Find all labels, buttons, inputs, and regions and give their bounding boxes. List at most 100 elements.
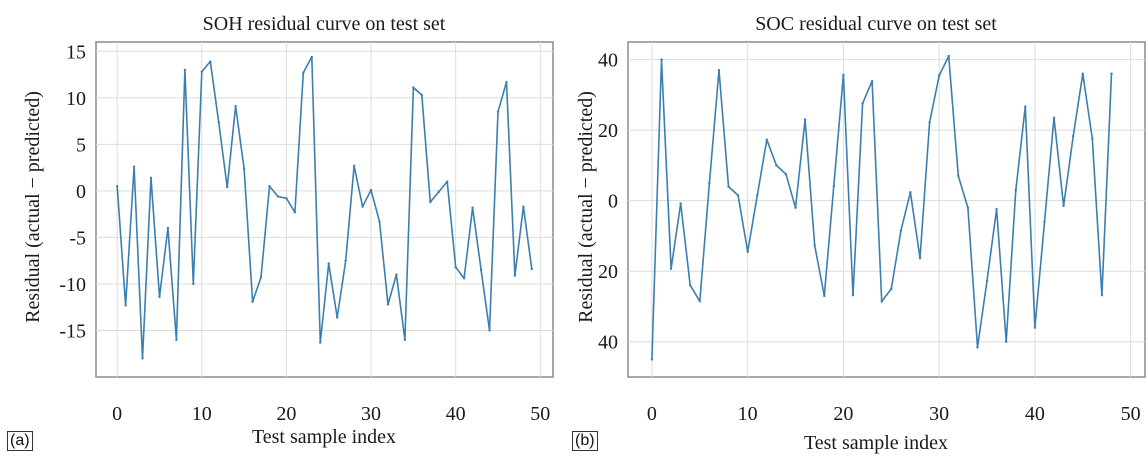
- y-tick-label: -5: [69, 227, 86, 249]
- chart-title: SOH residual curve on test set: [203, 13, 446, 35]
- data-point: [1043, 220, 1046, 224]
- data-point: [698, 299, 702, 303]
- data-point: [918, 256, 922, 260]
- data-point: [225, 185, 229, 189]
- data-point: [851, 293, 855, 297]
- data-point: [937, 74, 941, 77]
- data-point: [268, 185, 271, 188]
- data-point: [209, 60, 212, 63]
- soh-residual-chart: SOH residual curve on test set 0 10 20 30 40…: [22, 13, 554, 448]
- data-point: [899, 229, 903, 232]
- plot-frame: [95, 41, 554, 378]
- data-point: [746, 250, 749, 254]
- x-tick-label: 20: [276, 403, 296, 425]
- data-point: [327, 262, 330, 265]
- data-point: [437, 190, 440, 194]
- x-tick-label: 40: [446, 403, 466, 425]
- data-point: [861, 102, 864, 105]
- data-point: [276, 195, 280, 198]
- data-point: [880, 300, 883, 303]
- y-axis-label: Residual (actual − predicted): [575, 91, 597, 323]
- data-point: [842, 73, 845, 76]
- data-point: [352, 164, 356, 167]
- data-point: [650, 358, 654, 361]
- data-point: [689, 284, 692, 287]
- x-tick-label: 30: [929, 403, 949, 425]
- data-point: [234, 105, 237, 108]
- soc-residual-vertices: [650, 54, 1113, 361]
- data-point: [1081, 72, 1084, 75]
- data-point: [1014, 188, 1017, 192]
- data-point: [462, 277, 466, 280]
- x-tick-label: 50: [1121, 403, 1141, 425]
- data-point: [124, 304, 127, 307]
- data-point: [1033, 326, 1037, 329]
- data-point: [259, 276, 263, 279]
- data-point: [496, 110, 500, 113]
- data-point: [183, 68, 187, 72]
- data-point: [369, 188, 373, 192]
- data-point: [756, 194, 759, 197]
- x-gridlines: [651, 42, 1132, 377]
- data-point: [1052, 116, 1056, 120]
- x-tick-label: 0: [112, 403, 122, 425]
- data-point: [966, 206, 970, 209]
- x-tick-labels: 0 10 20 30 40 50: [647, 403, 1141, 425]
- x-tick-label: 30: [361, 403, 381, 425]
- data-point: [775, 164, 778, 167]
- data-point: [158, 295, 161, 299]
- data-point: [890, 287, 893, 291]
- data-point: [293, 211, 297, 214]
- data-point: [909, 191, 912, 194]
- plot-frame: [627, 41, 1146, 378]
- data-point: [251, 300, 254, 303]
- y-tick-label: 10: [66, 88, 86, 110]
- data-point: [717, 69, 721, 72]
- x-axis-label: Test sample index: [804, 432, 948, 454]
- data-point: [1071, 134, 1075, 138]
- data-point: [765, 138, 769, 141]
- panel-tag-b: (b): [572, 431, 598, 451]
- data-point: [141, 357, 144, 360]
- x-tick-label: 10: [192, 403, 212, 425]
- data-point: [870, 79, 874, 83]
- data-point: [794, 206, 797, 209]
- data-point: [302, 71, 305, 74]
- data-point: [957, 174, 960, 178]
- data-point: [429, 200, 432, 204]
- data-point: [175, 338, 178, 341]
- data-point: [132, 165, 136, 168]
- data-point: [479, 268, 483, 272]
- data-point: [335, 316, 339, 319]
- data-point: [928, 121, 931, 124]
- y-tick-label: 0: [608, 191, 618, 213]
- data-point: [1004, 340, 1008, 343]
- soh-residual-vertices: [115, 55, 534, 360]
- data-point: [995, 207, 998, 211]
- data-point: [522, 205, 525, 208]
- y-tick-label: 5: [76, 134, 86, 156]
- data-point: [784, 173, 788, 176]
- data-point: [471, 206, 474, 209]
- chart-title: SOC residual curve on test set: [755, 13, 997, 35]
- data-point: [361, 205, 364, 208]
- data-point: [319, 341, 322, 344]
- data-point: [823, 294, 826, 298]
- x-axis-label: Test sample index: [252, 426, 396, 448]
- data-point: [669, 267, 673, 270]
- data-point: [310, 55, 314, 59]
- data-point: [285, 197, 288, 200]
- y-tick-label: 20: [598, 120, 618, 142]
- y-tick-label: -10: [59, 274, 86, 296]
- soc-residual-line: [651, 55, 1113, 360]
- data-point: [736, 194, 740, 197]
- panel-tag-a: (a): [7, 431, 33, 451]
- soc-residual-chart: SOC residual curve on test set 0 10 20 30 40…: [575, 13, 1146, 454]
- data-point: [1024, 105, 1027, 108]
- data-point: [1100, 293, 1104, 297]
- data-point: [1091, 137, 1094, 140]
- data-point: [813, 244, 816, 247]
- y-tick-labels: 40 20 0 20 40: [598, 50, 618, 354]
- data-point: [454, 265, 457, 269]
